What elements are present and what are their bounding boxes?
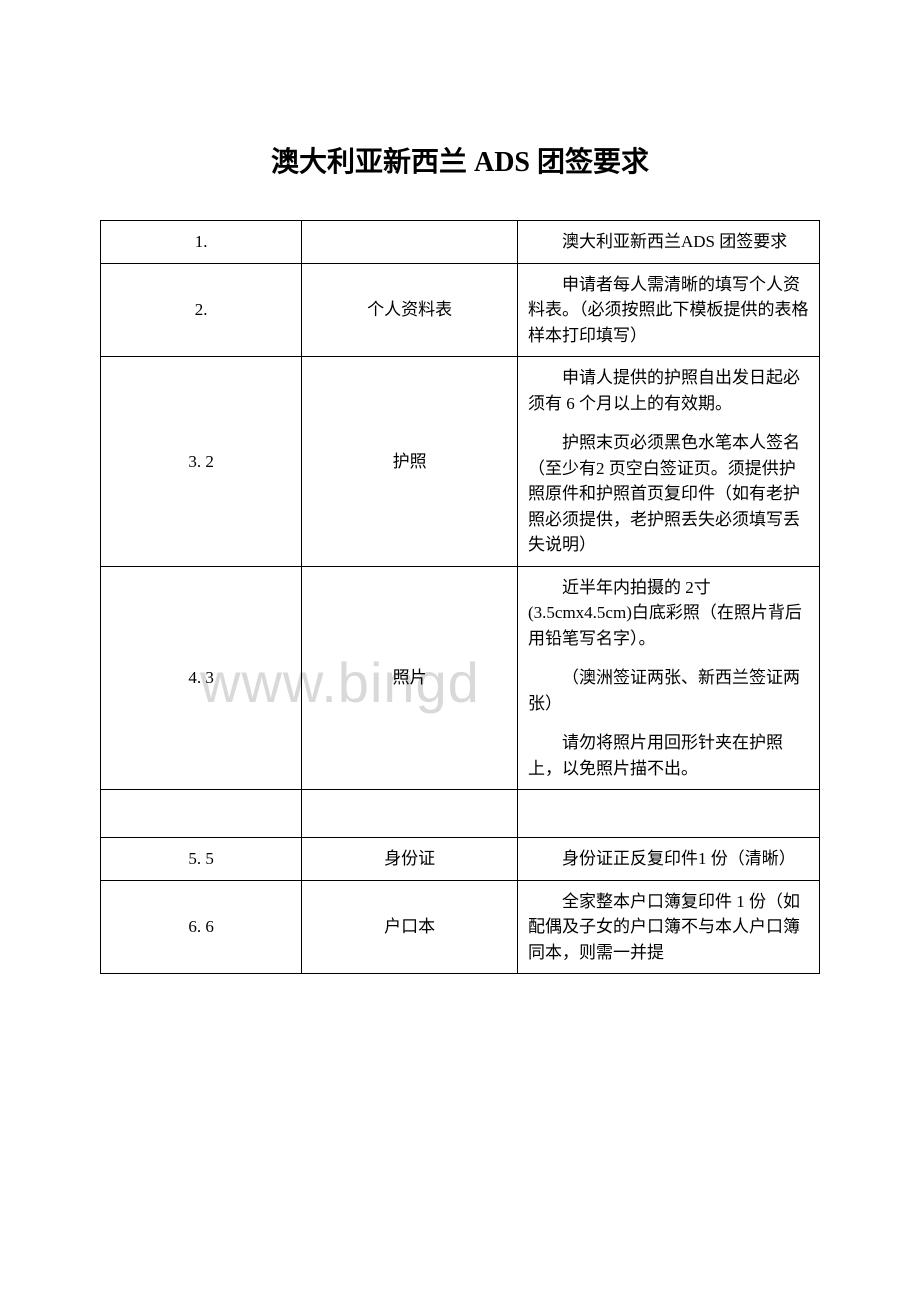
document-title: 澳大利亚新西兰 ADS 团签要求	[100, 140, 820, 180]
row-spacer	[302, 790, 518, 838]
desc-paragraph: 全家整本户口簿复印件 1 份（如配偶及子女的户口簿不与本人户口簿同本，则需一并提	[528, 889, 809, 966]
table-row: 5. 5 身份证 身份证正反复印件1 份（清晰）	[101, 838, 820, 881]
desc-paragraph: 申请人提供的护照自出发日起必须有 6 个月以上的有效期。	[528, 365, 809, 416]
table-row	[101, 790, 820, 838]
desc-paragraph: 澳大利亚新西兰ADS 团签要求	[528, 229, 809, 255]
row-description: 澳大利亚新西兰ADS 团签要求	[518, 221, 820, 264]
desc-paragraph: 身份证正反复印件1 份（清晰）	[528, 846, 809, 872]
desc-paragraph: 请勿将照片用回形针夹在护照上，以免照片描不出。	[528, 730, 809, 781]
desc-paragraph: 近半年内拍摄的 2寸(3.5cmx4.5cm)白底彩照（在照片背后用铅笔写名字）…	[528, 575, 809, 652]
desc-paragraph: 申请者每人需清晰的填写个人资料表。（必须按照此下模板提供的表格样本打印填写）	[528, 272, 809, 349]
row-label	[302, 221, 518, 264]
table-row: 4. 3 照片 近半年内拍摄的 2寸(3.5cmx4.5cm)白底彩照（在照片背…	[101, 566, 820, 790]
desc-paragraph: 护照末页必须黑色水笔本人签名（至少有2 页空白签证页。须提供护照原件和护照首页复…	[528, 430, 809, 558]
table-row: 1. 澳大利亚新西兰ADS 团签要求	[101, 221, 820, 264]
row-number: 2.	[101, 263, 302, 357]
table-row: 2. 个人资料表 申请者每人需清晰的填写个人资料表。（必须按照此下模板提供的表格…	[101, 263, 820, 357]
row-label: 身份证	[302, 838, 518, 881]
table-row: 6. 6 户口本 全家整本户口簿复印件 1 份（如配偶及子女的户口簿不与本人户口…	[101, 880, 820, 974]
row-label: 个人资料表	[302, 263, 518, 357]
row-description: 全家整本户口簿复印件 1 份（如配偶及子女的户口簿不与本人户口簿同本，则需一并提	[518, 880, 820, 974]
row-number: 5. 5	[101, 838, 302, 881]
row-spacer	[101, 790, 302, 838]
row-number: 6. 6	[101, 880, 302, 974]
row-spacer	[518, 790, 820, 838]
row-label: 户口本	[302, 880, 518, 974]
row-number: 4. 3	[101, 566, 302, 790]
table-row: 3. 2 护照 申请人提供的护照自出发日起必须有 6 个月以上的有效期。 护照末…	[101, 357, 820, 567]
desc-paragraph: （澳洲签证两张、新西兰签证两张）	[528, 665, 809, 716]
row-description: 申请者每人需清晰的填写个人资料表。（必须按照此下模板提供的表格样本打印填写）	[518, 263, 820, 357]
row-description: 近半年内拍摄的 2寸(3.5cmx4.5cm)白底彩照（在照片背后用铅笔写名字）…	[518, 566, 820, 790]
row-description: 身份证正反复印件1 份（清晰）	[518, 838, 820, 881]
row-label: 护照	[302, 357, 518, 567]
row-label: 照片	[302, 566, 518, 790]
requirements-table: 1. 澳大利亚新西兰ADS 团签要求 2. 个人资料表 申请者每人需清晰的填写个…	[100, 220, 820, 974]
row-description: 申请人提供的护照自出发日起必须有 6 个月以上的有效期。 护照末页必须黑色水笔本…	[518, 357, 820, 567]
row-number: 1.	[101, 221, 302, 264]
row-number: 3. 2	[101, 357, 302, 567]
